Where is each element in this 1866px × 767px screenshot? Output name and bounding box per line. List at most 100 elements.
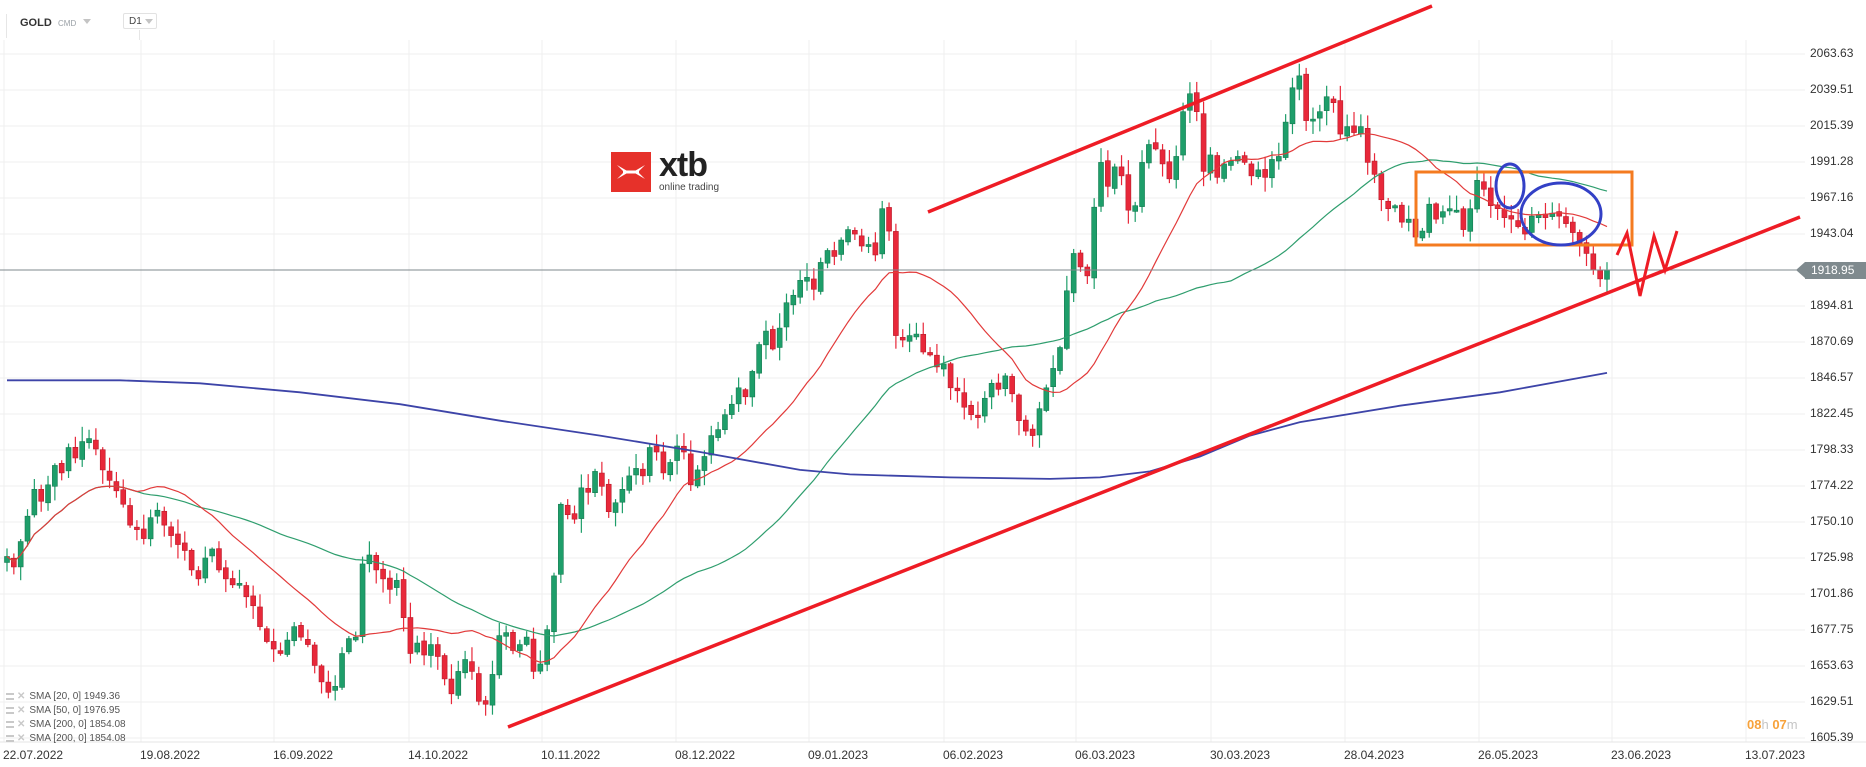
symbol-name[interactable]: GOLD xyxy=(20,17,52,29)
candle-body xyxy=(510,632,516,651)
candle-body xyxy=(599,472,605,487)
candle-body xyxy=(1371,160,1378,175)
candle-body xyxy=(311,644,318,666)
candle-body xyxy=(1604,269,1610,280)
x-axis-label: 28.04.2023 xyxy=(1344,748,1405,762)
candle-body xyxy=(1528,215,1535,233)
candle-body xyxy=(1132,205,1139,212)
candle-body xyxy=(216,548,222,571)
candle-body xyxy=(1077,252,1084,268)
candle-body xyxy=(749,371,756,398)
candle-body xyxy=(58,463,65,474)
candle-body xyxy=(1323,96,1330,111)
remove-icon[interactable]: ✕ xyxy=(17,719,26,730)
candle-body xyxy=(1166,161,1173,180)
candle-body xyxy=(817,262,824,292)
candle-body xyxy=(1064,290,1070,349)
candle-body xyxy=(1590,253,1597,271)
indicator-legend: ✕ SMA [20, 0] 1949.36 ✕ SMA [50, 0] 1976.9… xyxy=(6,690,126,746)
candle-body xyxy=(421,640,427,656)
legend-item-sma20: ✕ SMA [20, 0] 1949.36 xyxy=(6,690,126,704)
settings-icon[interactable] xyxy=(6,720,14,728)
candle-body xyxy=(653,445,660,453)
candle-body xyxy=(906,335,913,342)
candle-body xyxy=(1016,394,1022,421)
candle-body xyxy=(913,333,920,338)
candle-body xyxy=(93,439,99,450)
candle-body xyxy=(633,468,639,476)
remove-icon[interactable]: ✕ xyxy=(17,691,26,702)
candle-body xyxy=(270,641,277,650)
projection-sketch xyxy=(1615,228,1679,297)
candle-body xyxy=(831,250,838,257)
candle-body xyxy=(1173,156,1180,180)
candle-body xyxy=(1501,209,1508,218)
candle-body xyxy=(161,510,168,526)
current-price-tag: 1918.95 xyxy=(1796,262,1866,279)
candle-body xyxy=(209,548,215,557)
candle-body xyxy=(366,554,373,565)
remove-icon[interactable]: ✕ xyxy=(17,733,26,744)
candle-body xyxy=(1330,98,1337,104)
candle-body xyxy=(585,488,591,493)
candle-body xyxy=(1152,142,1159,150)
candle-body xyxy=(626,475,633,491)
candle-body xyxy=(455,671,462,696)
candle-body xyxy=(687,453,694,486)
candle-body xyxy=(612,502,619,513)
y-axis-label: 1822.45 xyxy=(1810,406,1854,420)
candle-body xyxy=(811,278,817,290)
candle-body xyxy=(1467,208,1474,232)
candle-body xyxy=(332,686,339,691)
settings-icon[interactable] xyxy=(6,692,14,700)
candle-body xyxy=(264,628,270,642)
toolbar-divider xyxy=(6,14,7,38)
remove-icon[interactable]: ✕ xyxy=(17,705,26,716)
candle-body xyxy=(1050,368,1056,388)
candle-body xyxy=(52,465,58,487)
candle-body xyxy=(975,414,981,418)
x-axis-label: 22.07.2022 xyxy=(3,748,64,762)
candle-body xyxy=(339,653,345,688)
candle-body xyxy=(1563,216,1569,224)
candle-body xyxy=(11,557,17,568)
candle-body xyxy=(756,344,762,374)
symbol-dropdown-chevron-icon[interactable] xyxy=(83,19,91,24)
x-axis-label: 06.02.2023 xyxy=(943,748,1004,762)
candle-body xyxy=(1385,200,1391,209)
candle-body xyxy=(1446,208,1453,212)
candle-body xyxy=(1221,163,1227,179)
candle-body xyxy=(1036,408,1043,436)
y-axis-label: 1991.28 xyxy=(1810,153,1854,168)
candle-body xyxy=(722,414,728,430)
x-axis-label: 23.06.2023 xyxy=(1611,748,1672,762)
x-axis-label: 08.12.2022 xyxy=(675,748,736,762)
consolidation-box xyxy=(1414,170,1634,247)
candle-body xyxy=(72,446,79,459)
candle-body xyxy=(318,665,325,683)
candle-body xyxy=(1310,118,1316,122)
candle-body xyxy=(872,242,879,256)
candle-body xyxy=(1378,173,1385,201)
candle-body xyxy=(428,644,434,656)
candle-countdown: 08h 07m xyxy=(1747,717,1798,732)
candle-body xyxy=(1269,159,1275,179)
candle-body xyxy=(715,429,721,438)
timeframe-select[interactable]: D1 xyxy=(123,13,157,29)
candle-body xyxy=(1057,347,1063,371)
settings-icon[interactable] xyxy=(6,734,14,742)
candle-body xyxy=(188,549,195,571)
y-axis-label: 1605.39 xyxy=(1810,730,1854,744)
settings-icon[interactable] xyxy=(6,706,14,714)
candle-body xyxy=(1487,187,1494,207)
candle-body xyxy=(770,329,776,350)
candle-body xyxy=(701,456,708,471)
candle-body xyxy=(1392,205,1398,209)
candle-body xyxy=(865,244,872,247)
candle-body xyxy=(236,583,243,586)
candle-body xyxy=(1508,215,1515,220)
candle-body xyxy=(223,567,229,580)
candle-body xyxy=(578,487,585,519)
candle-body xyxy=(407,617,414,654)
